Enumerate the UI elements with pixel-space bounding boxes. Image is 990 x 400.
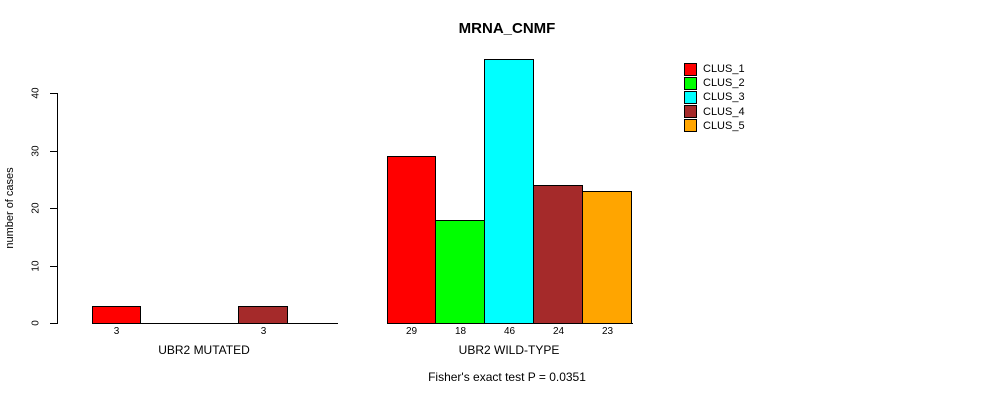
y-axis-tick-label: 30: [30, 144, 42, 157]
bar-value-label: 24: [552, 326, 565, 337]
legend-label-clus_2: CLUS_2: [703, 77, 745, 90]
y-axis-label: number of cases: [4, 167, 16, 249]
y-axis-tick-label: 20: [30, 202, 42, 214]
legend-item-clus_4: CLUS_4: [684, 105, 754, 119]
group-label-ubr2-wild-type: UBR2 WILD-TYPE: [458, 343, 560, 357]
legend-item-clus_1: CLUS_1: [684, 62, 754, 76]
bar-clus_4: [238, 305, 288, 324]
legend-swatch-clus_2: [684, 76, 697, 90]
y-axis-tick-label: 0: [30, 320, 42, 326]
legend-swatch-clus_1: [684, 62, 697, 76]
legend-swatch-clus_5: [684, 119, 697, 133]
bar-value-label: 18: [454, 326, 467, 337]
legend-label-clus_5: CLUS_5: [703, 119, 745, 132]
legend-swatch-clus_3: [684, 90, 697, 104]
bar-value-label: 29: [405, 326, 418, 337]
legend-label-clus_3: CLUS_3: [703, 91, 745, 104]
bar-clus_1: [387, 156, 436, 324]
bar-clus_2: [435, 219, 485, 324]
bar-clus_5: [582, 190, 632, 324]
y-axis-tick-label: 10: [30, 259, 42, 272]
bar-clus_1: [92, 305, 141, 324]
bar-value-label: 3: [113, 326, 120, 337]
y-axis-tick: [50, 150, 57, 152]
chart-title: MRNA_CNMF: [458, 20, 556, 37]
y-axis-line: [57, 93, 58, 324]
bar-clus_4: [533, 185, 583, 324]
y-axis-tick: [50, 93, 57, 94]
legend-label-clus_1: CLUS_1: [703, 63, 745, 75]
y-axis-tick: [50, 208, 57, 209]
bar-value-label: 3: [260, 326, 267, 337]
y-axis-tick: [50, 265, 57, 267]
legend-item-clus_5: CLUS_5: [684, 119, 754, 133]
legend-item-clus_3: CLUS_3: [684, 90, 754, 104]
y-axis-tick: [50, 323, 57, 324]
group-baseline: [92, 323, 338, 324]
y-axis-tick-label: 40: [30, 87, 42, 99]
bar-value-label: 23: [601, 326, 614, 337]
legend-label-clus_4: CLUS_4: [703, 105, 745, 118]
footnote-pvalue: Fisher's exact test P = 0.0351: [428, 370, 586, 384]
bar-value-label: 46: [503, 326, 516, 337]
bar-clus_3: [484, 58, 534, 324]
legend-swatch-clus_4: [684, 105, 697, 119]
legend-item-clus_2: CLUS_2: [684, 76, 754, 90]
group-label-ubr2-mutated: UBR2 MUTATED: [158, 343, 250, 357]
